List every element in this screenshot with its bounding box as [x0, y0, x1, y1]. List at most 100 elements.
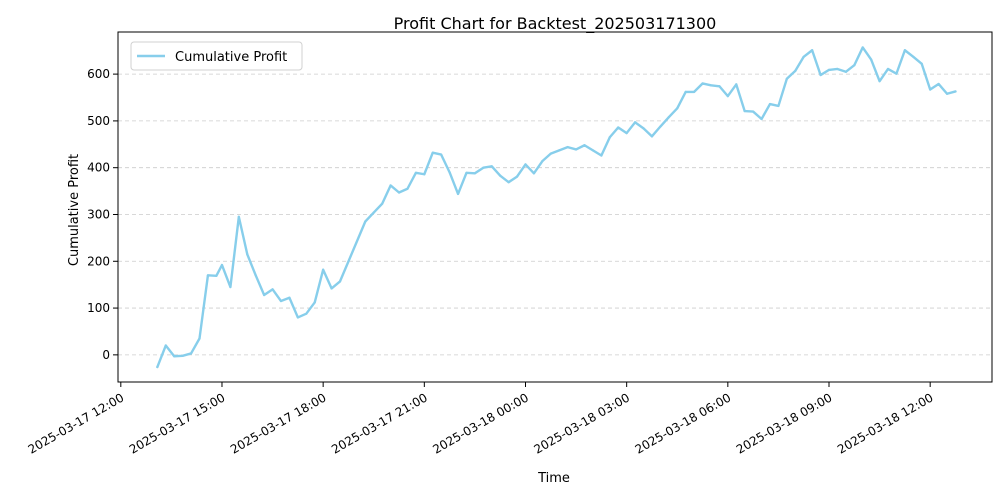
data-point	[338, 280, 342, 283]
data-point	[215, 274, 218, 277]
y-axis-label: Cumulative Profit	[67, 154, 82, 266]
data-point	[490, 165, 493, 168]
data-point	[777, 104, 780, 108]
y-tick-label: 300	[87, 207, 110, 221]
data-point	[499, 174, 502, 177]
data-point	[878, 80, 881, 83]
data-point	[617, 126, 620, 129]
data-point	[322, 268, 325, 271]
data-point	[819, 73, 822, 77]
data-point	[633, 121, 637, 124]
data-point	[600, 154, 603, 157]
data-point	[381, 202, 384, 205]
data-point	[752, 110, 755, 113]
data-point	[735, 83, 738, 86]
chart-title: Profit Chart for Backtest_202503171300	[394, 14, 717, 34]
data-point	[954, 90, 957, 93]
data-point	[465, 171, 468, 174]
y-tick-label: 100	[87, 301, 110, 315]
data-point	[206, 274, 210, 277]
data-point	[836, 67, 839, 71]
data-point	[912, 55, 915, 58]
x-tick-label: 2025-03-18 12:00	[835, 390, 936, 456]
legend: Cumulative Profit	[130, 41, 303, 71]
data-point	[288, 296, 291, 299]
data-point	[903, 49, 906, 52]
data-point	[189, 352, 193, 355]
data-point	[254, 274, 257, 277]
data-point	[693, 90, 696, 93]
data-point	[625, 131, 628, 135]
data-point	[574, 148, 578, 151]
y-tick-label: 500	[87, 114, 110, 128]
data-point	[220, 263, 224, 267]
x-tick-label: 2025-03-18 03:00	[532, 390, 633, 456]
data-point	[861, 46, 864, 49]
data-point	[743, 109, 746, 113]
y-tick-label: 600	[87, 67, 110, 81]
y-tick-label: 200	[87, 254, 110, 268]
legend-box	[130, 41, 303, 71]
data-point	[431, 151, 434, 154]
x-tick-label: 2025-03-18 06:00	[633, 390, 734, 456]
legend-label: Cumulative Profit	[175, 50, 287, 65]
data-point	[701, 82, 704, 85]
data-point	[532, 172, 536, 175]
grid-lines	[118, 73, 992, 356]
data-point	[895, 72, 898, 75]
data-point	[164, 344, 167, 347]
y-tick-label: 400	[87, 161, 110, 175]
data-point	[397, 191, 401, 194]
data-point	[794, 69, 797, 72]
data-point	[684, 90, 687, 93]
data-point	[440, 153, 443, 156]
data-point	[886, 67, 890, 71]
data-point	[305, 312, 308, 315]
data-point	[566, 146, 569, 149]
data-point	[642, 127, 645, 130]
data-point	[870, 58, 873, 61]
data-point	[929, 88, 932, 91]
data-point	[482, 166, 485, 169]
data-point	[811, 49, 814, 52]
series-line-cumulative-profit	[156, 46, 957, 369]
data-points	[156, 46, 957, 369]
data-point	[156, 365, 159, 369]
data-point	[524, 163, 527, 166]
data-point	[173, 355, 176, 358]
data-point	[198, 337, 201, 340]
data-point	[246, 253, 249, 256]
data-point	[726, 95, 729, 98]
y-axis: 0 100 200 300 400 500 600	[87, 67, 118, 362]
data-point	[448, 171, 451, 174]
data-point	[271, 288, 274, 291]
data-point	[389, 184, 392, 187]
data-point	[456, 192, 460, 195]
data-point	[414, 171, 417, 174]
data-point	[844, 70, 847, 73]
data-point	[237, 215, 240, 218]
data-point	[827, 68, 831, 72]
x-tick-label: 2025-03-18 09:00	[734, 390, 835, 456]
data-point	[718, 85, 721, 88]
data-point	[650, 135, 654, 138]
x-axis-label: Time	[537, 471, 570, 486]
x-tick-label: 2025-03-17 15:00	[127, 390, 228, 456]
data-point	[760, 117, 763, 121]
data-point	[372, 211, 375, 214]
data-point	[802, 55, 805, 58]
data-point	[676, 107, 679, 110]
plot-frame	[117, 31, 993, 383]
data-point	[330, 287, 333, 290]
data-point	[945, 92, 949, 95]
data-point	[558, 149, 561, 152]
data-point	[591, 149, 595, 152]
data-point	[583, 144, 586, 147]
data-point	[229, 285, 232, 289]
x-tick-label: 2025-03-17 21:00	[329, 390, 430, 456]
data-point	[181, 354, 184, 357]
data-point	[473, 172, 477, 175]
data-point	[659, 125, 662, 128]
data-point	[709, 84, 713, 87]
data-point	[920, 62, 923, 65]
